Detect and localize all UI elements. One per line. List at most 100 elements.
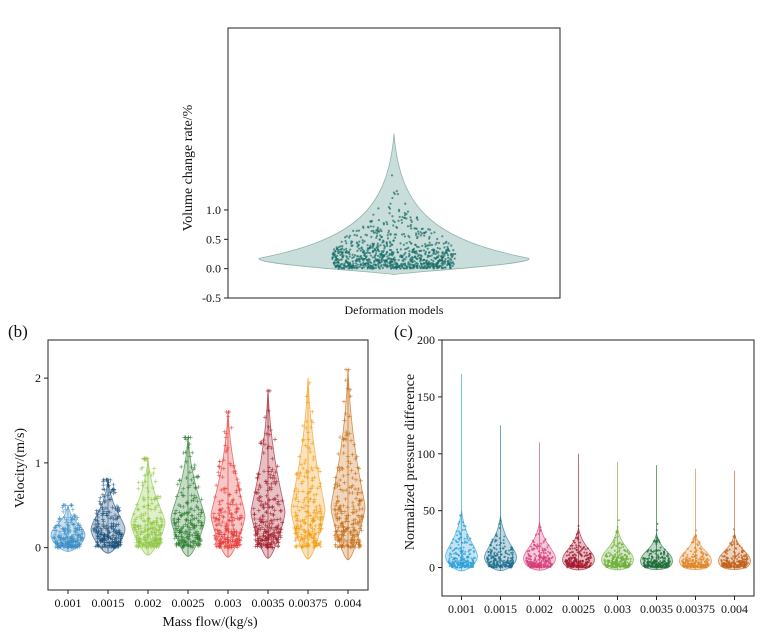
data-point <box>415 264 418 267</box>
data-point <box>350 476 355 481</box>
data-point <box>234 540 239 545</box>
data-point <box>684 558 687 561</box>
data-point <box>77 525 82 530</box>
data-point <box>426 244 430 247</box>
data-point <box>377 219 380 222</box>
data-point <box>734 536 737 539</box>
data-point <box>99 532 104 537</box>
data-point <box>353 487 358 492</box>
data-point <box>725 556 728 559</box>
data-point <box>573 547 576 550</box>
data-point <box>372 263 375 266</box>
data-point <box>106 493 111 498</box>
data-point <box>276 540 281 545</box>
data-point <box>257 483 262 488</box>
data-point <box>302 461 307 466</box>
data-point <box>577 566 580 569</box>
data-point <box>565 560 568 563</box>
data-point <box>367 247 371 250</box>
data-point <box>407 262 410 266</box>
data-point <box>454 539 457 542</box>
data-point <box>498 565 501 568</box>
data-point <box>353 233 356 237</box>
data-point <box>220 506 225 511</box>
data-point <box>260 525 265 530</box>
data-point <box>348 461 353 466</box>
data-point <box>181 504 186 509</box>
data-point <box>451 264 454 268</box>
data-point <box>691 560 694 563</box>
data-point <box>450 556 453 559</box>
data-point <box>177 543 182 548</box>
data-point <box>334 529 339 534</box>
x-axis-title-a: Deformation models <box>345 303 444 317</box>
data-point <box>415 245 419 248</box>
data-point <box>356 537 361 542</box>
data-point <box>271 473 276 478</box>
data-point <box>156 503 161 508</box>
data-point <box>728 561 731 564</box>
data-point <box>603 558 606 561</box>
data-point <box>293 530 298 535</box>
data-point <box>356 542 361 547</box>
data-point <box>386 266 389 269</box>
data-point <box>226 529 231 534</box>
data-point <box>359 517 364 522</box>
data-point <box>701 555 704 558</box>
data-point <box>304 470 309 475</box>
data-point <box>568 557 571 560</box>
data-point <box>682 565 685 568</box>
data-point <box>335 258 338 261</box>
data-point <box>573 556 576 559</box>
data-point <box>732 535 735 538</box>
data-point <box>357 498 362 503</box>
data-point <box>374 254 377 257</box>
data-point <box>270 456 275 461</box>
data-point <box>376 230 379 233</box>
data-point <box>302 474 307 479</box>
data-point <box>623 553 626 556</box>
data-point <box>728 564 731 567</box>
data-point <box>737 566 740 569</box>
data-point <box>297 454 302 459</box>
data-point <box>498 537 501 540</box>
data-point <box>396 193 400 196</box>
data-point <box>266 408 271 413</box>
data-point <box>345 505 350 510</box>
data-point <box>686 547 689 550</box>
data-point <box>332 507 337 512</box>
data-point <box>172 516 177 521</box>
data-point <box>390 251 393 254</box>
data-point <box>497 551 500 554</box>
data-point <box>415 252 418 255</box>
data-point <box>575 546 578 549</box>
data-point <box>225 501 230 506</box>
data-point <box>217 528 222 533</box>
data-point <box>172 536 177 541</box>
data-point <box>385 242 388 245</box>
data-point <box>650 552 653 555</box>
data-point <box>410 220 413 223</box>
data-point <box>217 502 222 507</box>
data-point <box>353 477 358 482</box>
data-point <box>146 506 151 511</box>
data-point <box>136 524 141 529</box>
data-point <box>382 249 385 252</box>
data-point <box>346 519 351 524</box>
data-point <box>231 464 236 469</box>
data-point <box>732 528 735 531</box>
data-point <box>304 495 309 500</box>
y-tick-label: 0 <box>35 541 41 555</box>
data-point <box>101 479 106 484</box>
data-point <box>612 565 615 568</box>
data-point <box>189 498 194 503</box>
data-point <box>356 266 360 269</box>
data-point <box>133 544 138 549</box>
x-tick-label: 0.002 <box>526 602 553 616</box>
data-point <box>377 207 380 210</box>
data-point <box>116 535 121 540</box>
data-point <box>267 465 272 470</box>
data-point <box>348 529 353 534</box>
data-point <box>742 566 745 569</box>
data-point <box>575 565 578 568</box>
